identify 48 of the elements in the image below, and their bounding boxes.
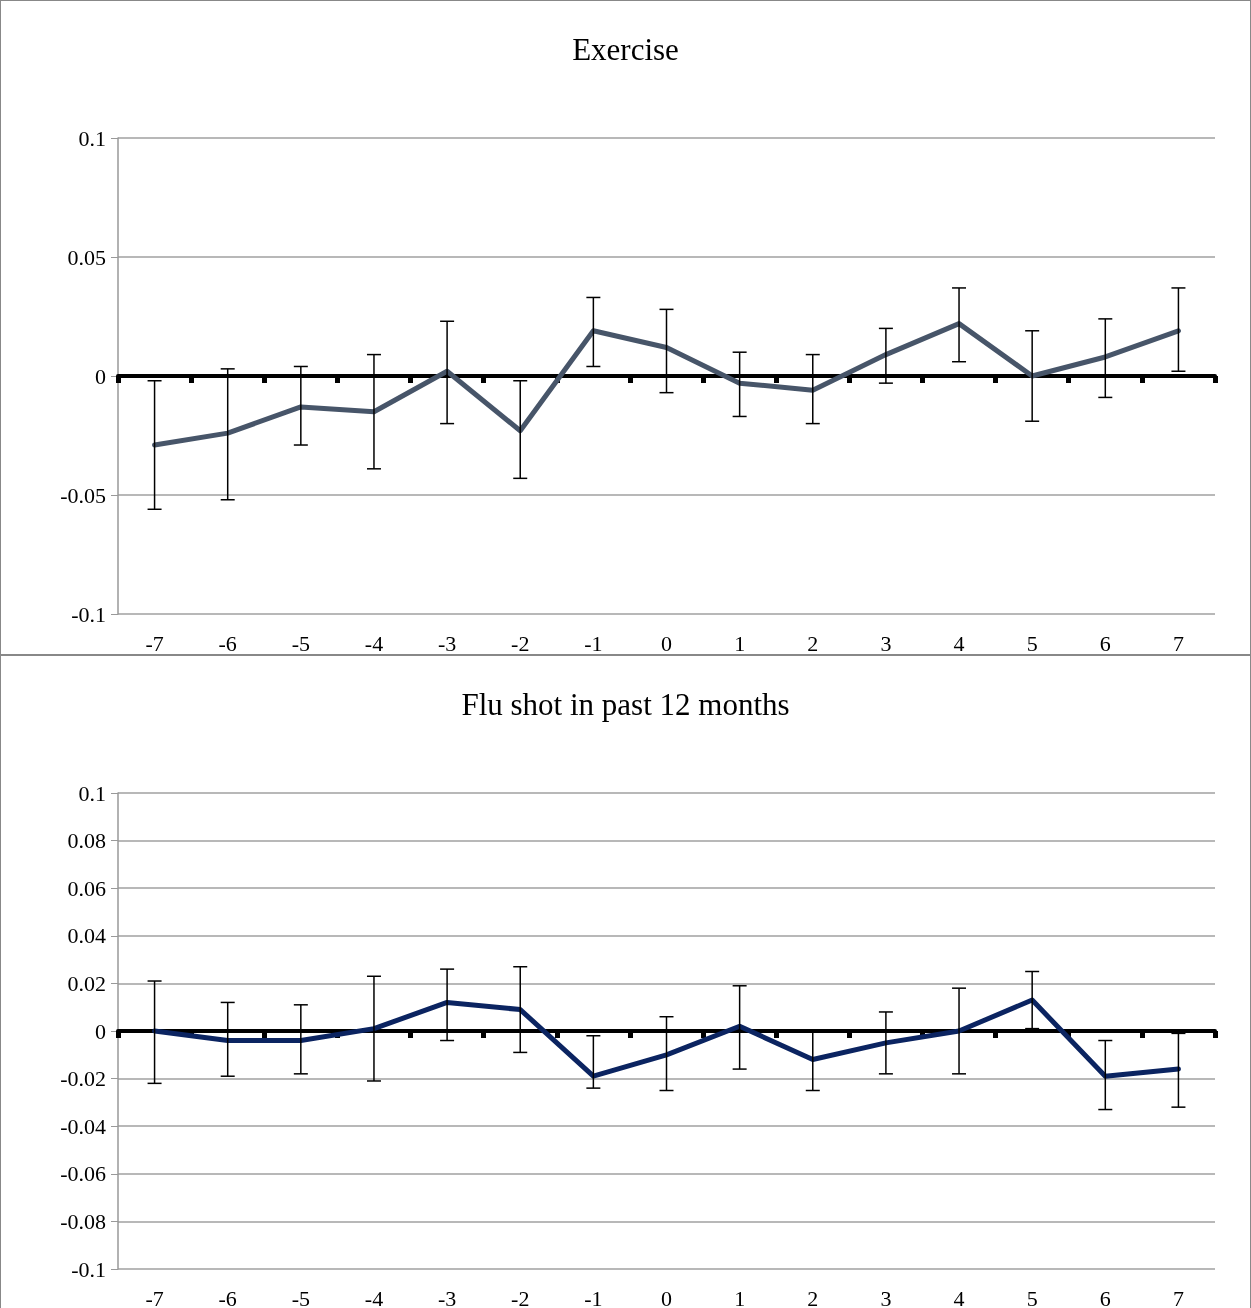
y-tick-label: 0.04 (67, 923, 106, 949)
x-tick-label: 7 (1172, 630, 1184, 656)
x-tick-label: 2 (807, 630, 819, 656)
x-tick-label: -7 (145, 630, 164, 656)
x-tick-label: 6 (1099, 630, 1111, 656)
x-tick-label: 6 (1099, 1285, 1111, 1308)
y-tick-label: 0.1 (78, 125, 106, 151)
x-tick-label: -2 (511, 1285, 530, 1308)
y-tick-label: 0 (95, 363, 106, 389)
y-tick-label: 0.08 (67, 828, 106, 854)
x-tick-label: -4 (364, 1285, 384, 1308)
y-tick-label: -0.06 (60, 1161, 106, 1187)
x-tick-label: 0 (661, 1285, 672, 1308)
x-tick-label: -7 (145, 1285, 164, 1308)
x-tick-label: -3 (437, 630, 457, 656)
x-tick-label: 5 (1026, 630, 1038, 656)
y-tick-label: -0.08 (60, 1208, 106, 1234)
x-tick-label: -5 (291, 1285, 310, 1308)
y-tick-label: -0.1 (71, 601, 106, 627)
chart-title: Exercise (572, 32, 679, 67)
x-tick-label: -5 (291, 630, 310, 656)
x-tick-label: -6 (218, 630, 237, 656)
x-tick-label: 4 (953, 1285, 965, 1308)
y-tick-label: 0.05 (67, 244, 106, 270)
chart-title: Flu shot in past 12 months (461, 687, 790, 722)
x-tick-label: 1 (734, 1285, 746, 1308)
x-tick-label: 5 (1026, 1285, 1038, 1308)
x-tick-label: -3 (437, 1285, 457, 1308)
y-tick-label: -0.05 (60, 482, 106, 508)
x-tick-label: 3 (880, 630, 892, 656)
y-tick-label: 0 (95, 1018, 106, 1044)
y-tick-label: 0.02 (67, 970, 106, 996)
x-tick-label: -6 (218, 1285, 237, 1308)
y-tick-label: -0.1 (71, 1256, 106, 1282)
x-tick-label: -4 (364, 630, 384, 656)
x-tick-label: 4 (953, 630, 965, 656)
y-tick-label: 0.1 (78, 780, 106, 806)
x-tick-label: 3 (880, 1285, 892, 1308)
x-tick-label: 7 (1172, 1285, 1184, 1308)
x-tick-label: -1 (584, 630, 603, 656)
x-tick-label: -1 (584, 1285, 603, 1308)
y-tick-label: -0.02 (60, 1066, 106, 1092)
y-tick-label: -0.04 (60, 1113, 106, 1139)
x-tick-label: 2 (807, 1285, 819, 1308)
x-tick-label: 1 (734, 630, 746, 656)
x-tick-label: 0 (661, 630, 672, 656)
y-tick-label: 0.06 (67, 875, 106, 901)
x-tick-label: -2 (511, 630, 530, 656)
